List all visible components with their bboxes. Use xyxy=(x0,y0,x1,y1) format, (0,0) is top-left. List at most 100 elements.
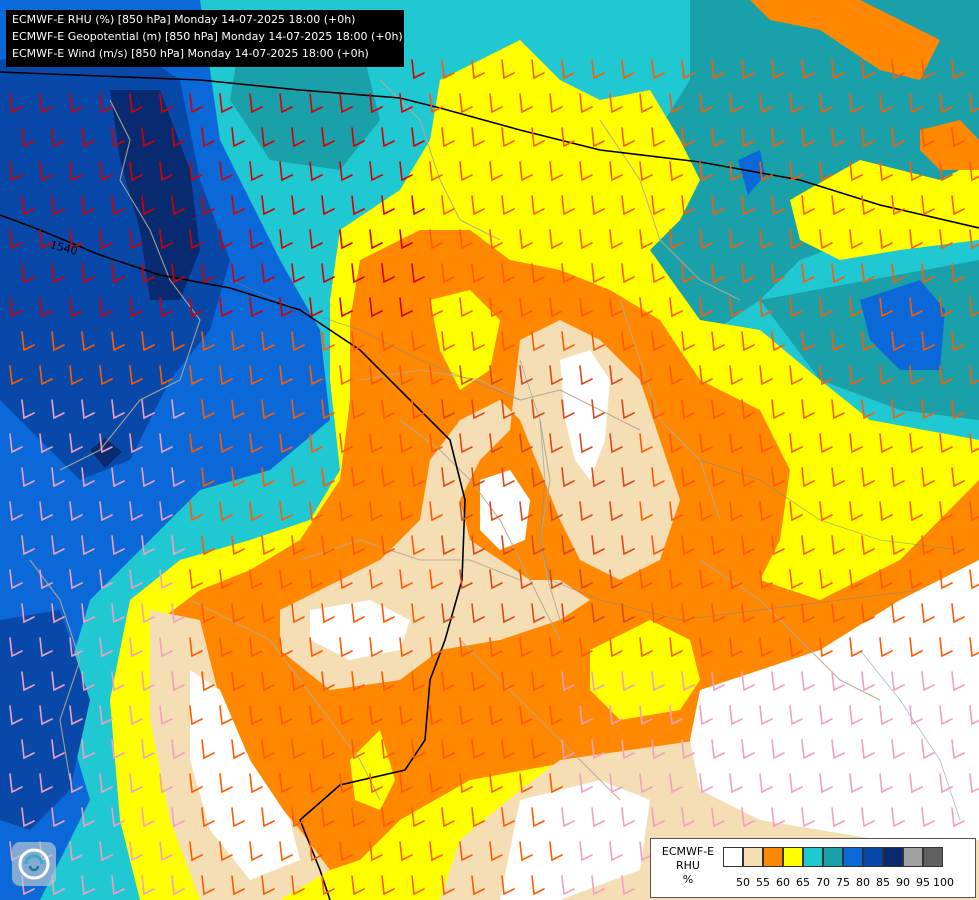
wind-barb xyxy=(321,875,335,896)
wind-barb xyxy=(951,195,965,216)
wind-barb xyxy=(741,739,755,760)
wind-barb xyxy=(501,535,515,556)
wind-barb xyxy=(291,263,305,284)
wind-barb xyxy=(201,331,215,352)
wind-barb xyxy=(471,467,485,488)
wind-barb xyxy=(201,603,215,624)
wind-barb xyxy=(39,297,53,318)
wind-barb xyxy=(879,501,893,522)
wind-barb xyxy=(81,671,95,692)
wind-barb xyxy=(519,637,533,658)
wind-barb xyxy=(651,603,665,624)
wind-barb xyxy=(129,637,143,658)
wind-barb xyxy=(441,263,455,284)
wind-barb xyxy=(579,705,593,726)
wind-barb xyxy=(231,671,245,692)
wind-barb xyxy=(399,297,413,318)
wind-barb xyxy=(801,467,815,488)
wind-barb xyxy=(39,93,53,114)
wind-barb xyxy=(351,467,365,488)
wind-barb xyxy=(381,671,395,692)
wind-barb xyxy=(549,297,563,318)
wind-barb xyxy=(429,773,443,794)
wind-barb xyxy=(531,127,545,148)
geopotential-contour-north xyxy=(0,71,979,229)
wind-barb xyxy=(819,637,833,658)
legend-tick-label: 90 xyxy=(896,876,910,889)
wind-barb xyxy=(369,841,383,862)
wind-barb xyxy=(249,297,263,318)
wind-barb xyxy=(309,433,323,454)
wind-barb xyxy=(399,841,413,862)
wind-barb xyxy=(9,501,23,522)
wind-barb xyxy=(759,433,773,454)
wind-barb xyxy=(321,331,335,352)
wind-barb xyxy=(21,603,35,624)
wind-barb xyxy=(171,263,185,284)
wind-barb xyxy=(849,297,863,318)
legend-tick-label: 60 xyxy=(776,876,790,889)
wind-barb xyxy=(111,263,125,284)
wind-barb xyxy=(681,671,695,692)
wind-barb xyxy=(561,807,575,828)
wind-barb xyxy=(729,773,743,794)
wind-barb xyxy=(669,297,683,318)
wind-barb xyxy=(711,603,725,624)
wind-barb xyxy=(399,161,413,182)
wind-barb xyxy=(879,773,893,794)
wind-barb xyxy=(231,807,245,828)
wind-barb xyxy=(309,773,323,794)
wind-barb xyxy=(951,127,965,148)
wind-barb xyxy=(531,467,545,488)
wind-barb xyxy=(951,807,965,828)
wind-barb xyxy=(309,161,323,182)
wind-barb xyxy=(879,161,893,182)
wind-barb xyxy=(249,229,263,250)
wind-barb xyxy=(519,569,533,590)
wind-barb xyxy=(291,875,305,896)
wind-barb xyxy=(861,127,875,148)
wind-barb xyxy=(69,637,83,658)
wind-barb xyxy=(141,603,155,624)
wind-barb xyxy=(99,161,113,182)
wind-barb xyxy=(609,365,623,386)
wind-barb xyxy=(309,297,323,318)
wind-barb xyxy=(729,365,743,386)
wind-barb xyxy=(339,93,353,114)
wind-barb xyxy=(801,263,815,284)
wind-barb xyxy=(879,569,893,590)
wind-barb xyxy=(729,229,743,250)
wind-barb xyxy=(231,535,245,556)
wind-barb xyxy=(99,569,113,590)
wind-barb xyxy=(249,841,263,862)
wind-barb xyxy=(351,331,365,352)
wind-barb xyxy=(381,875,395,896)
legend-swatch xyxy=(883,847,903,867)
wind-barb xyxy=(669,569,683,590)
legend-swatch xyxy=(763,847,783,867)
wind-barb xyxy=(21,807,35,828)
wind-barb xyxy=(831,807,845,828)
wind-barb xyxy=(399,433,413,454)
wind-barb xyxy=(381,399,395,420)
wind-barb xyxy=(129,297,143,318)
wind-barb xyxy=(369,433,383,454)
wind-barb xyxy=(21,263,35,284)
wind-barb xyxy=(369,161,383,182)
wind-barb xyxy=(489,569,503,590)
wind-barb xyxy=(651,467,665,488)
wind-barb xyxy=(789,229,803,250)
wind-barb xyxy=(411,603,425,624)
wind-barb xyxy=(609,637,623,658)
wind-barb xyxy=(909,501,923,522)
wind-barb xyxy=(141,467,155,488)
wind-barb xyxy=(99,433,113,454)
wind-barb xyxy=(189,773,203,794)
wind-barb xyxy=(939,161,953,182)
wind-barb xyxy=(291,739,305,760)
legend-ticks: 50 55 60 65 70 75 80 85 90 95 100 xyxy=(733,876,954,889)
wind-barb xyxy=(339,501,353,522)
wind-barb xyxy=(939,705,953,726)
wind-barb xyxy=(111,535,125,556)
